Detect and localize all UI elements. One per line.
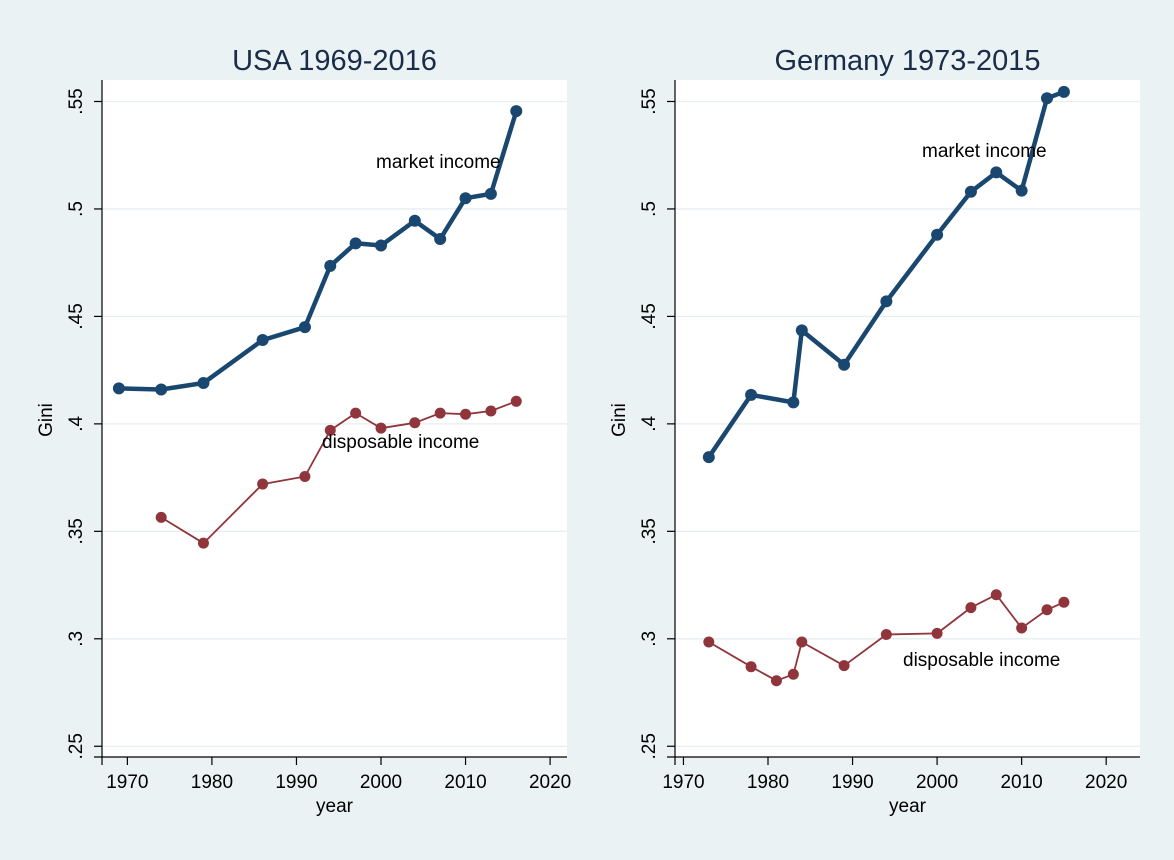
x-tick-label: 2000: [916, 772, 958, 793]
disposable-income-point: [350, 407, 362, 419]
market-income-point: [197, 377, 210, 390]
y-axis-title: Gini: [609, 403, 630, 437]
disposable-income-point: [155, 511, 167, 523]
market-income-point: [931, 228, 944, 241]
disposable-income-point: [965, 602, 977, 614]
market-income-label: market income: [922, 141, 1047, 162]
y-tick-label: .25: [639, 733, 660, 759]
x-tick-label: 2010: [1000, 772, 1042, 793]
disposable-income-point: [434, 407, 446, 419]
x-tick-label: 1990: [831, 772, 873, 793]
disposable-income-point: [197, 537, 209, 549]
chart-title: Germany 1973-2015: [775, 45, 1041, 77]
market-income-point: [990, 166, 1003, 179]
x-axis-title: year: [889, 796, 927, 817]
disposable-income-point: [460, 408, 472, 420]
market-income-point: [1041, 92, 1053, 105]
disposable-income-point: [745, 661, 757, 673]
market-income-point: [1015, 184, 1028, 197]
x-tick-label: 2020: [529, 772, 571, 793]
market-income-point: [349, 237, 362, 250]
market-income-point: [324, 259, 337, 272]
y-tick-label: .45: [639, 303, 660, 329]
y-tick-label: .5: [639, 201, 660, 217]
market-income-point: [459, 192, 472, 205]
disposable-income-label: disposable income: [322, 432, 479, 453]
disposable-income-label: disposable income: [903, 650, 1060, 671]
x-tick-label: 1970: [662, 772, 704, 793]
disposable-income-point: [375, 422, 387, 434]
disposable-income-point: [838, 660, 850, 672]
y-tick-label: .55: [66, 88, 87, 114]
plot-area: [675, 80, 1140, 757]
disposable-income-point: [409, 417, 421, 429]
y-tick-label: .3: [66, 631, 87, 647]
market-income-label: market income: [376, 152, 501, 173]
market-income-point: [838, 358, 851, 371]
disposable-income-point: [703, 636, 715, 648]
germany-chart: .25 .3 .35 .4 .45 .5 .55 1970 1980 1990 2000 2010 20…: [609, 45, 1140, 817]
disposable-income-point: [1041, 604, 1053, 616]
market-income-point: [408, 214, 421, 227]
x-tick-label: 2000: [360, 772, 402, 793]
market-income-point: [880, 295, 893, 308]
y-axis-title: Gini: [36, 403, 57, 437]
y-tick-label: .55: [639, 88, 660, 114]
market-income-point: [112, 382, 125, 395]
x-tick-label: 2010: [444, 772, 486, 793]
disposable-income-point: [510, 395, 522, 407]
disposable-income-point: [880, 628, 892, 640]
usa-chart: .25 .3 .35 .4 .45 .5 .55 1970 1980 1990 2000 2010 20…: [36, 45, 571, 817]
x-tick-label: 1980: [747, 772, 789, 793]
y-tick-label: .35: [639, 518, 660, 544]
market-income-point: [375, 239, 387, 252]
market-income-point: [745, 388, 758, 401]
y-tick-label: .4: [66, 416, 87, 432]
disposable-income-point: [1058, 596, 1070, 608]
chart-title: USA 1969-2016: [232, 45, 437, 77]
disposable-income-point: [990, 589, 1002, 601]
market-income-point: [155, 383, 168, 396]
market-income-point: [298, 321, 311, 334]
x-axis-title: year: [316, 796, 354, 817]
x-tick-label: 2020: [1085, 772, 1127, 793]
disposable-income-point: [931, 627, 943, 639]
disposable-income-point: [796, 636, 808, 648]
disposable-income-point: [485, 405, 497, 417]
y-tick-label: .45: [66, 303, 87, 329]
y-tick-label: .35: [66, 518, 87, 544]
disposable-income-point: [787, 668, 799, 680]
disposable-income-point: [257, 478, 269, 490]
disposable-income-point: [299, 471, 311, 483]
market-income-point: [256, 334, 269, 347]
disposable-income-point: [1016, 622, 1028, 634]
market-income-point: [702, 451, 715, 464]
x-tick-label: 1990: [275, 772, 317, 793]
market-income-point: [484, 187, 497, 200]
disposable-income-point: [770, 675, 782, 687]
market-income-point: [795, 324, 808, 337]
disposable-income-point: [324, 424, 336, 436]
market-income-point: [1057, 85, 1070, 98]
market-income-point: [964, 185, 977, 198]
y-tick-label: .4: [639, 416, 660, 432]
market-income-point: [510, 105, 523, 118]
x-tick-label: 1970: [106, 772, 148, 793]
y-tick-label: .25: [66, 733, 87, 759]
plot-area: [102, 80, 567, 757]
y-tick-label: .5: [66, 201, 87, 217]
market-income-line: [706, 89, 1067, 460]
market-income-point: [787, 396, 800, 409]
x-tick-label: 1980: [191, 772, 233, 793]
y-tick-label: .3: [639, 631, 660, 647]
market-income-point: [434, 233, 447, 246]
